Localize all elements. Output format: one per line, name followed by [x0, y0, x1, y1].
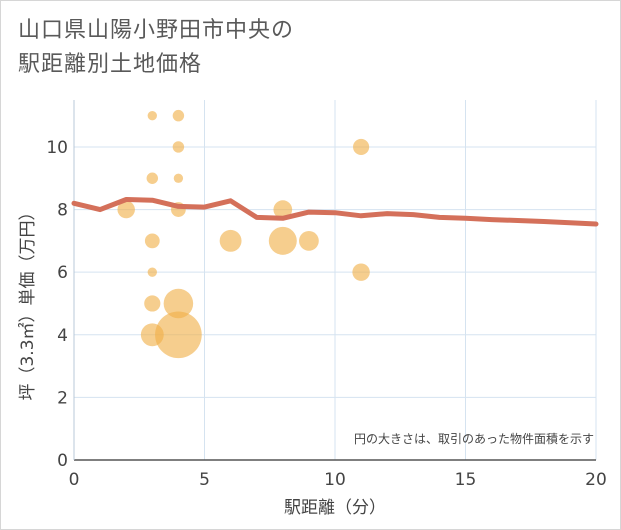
- x-tick-label-5: 5: [199, 470, 210, 490]
- grid: [74, 100, 597, 460]
- bubble-3-6: [147, 267, 157, 277]
- axes: [73, 100, 596, 461]
- x-tick-label-15: 15: [455, 470, 477, 490]
- bubble-4-11: [172, 109, 185, 122]
- bubble-11-10: [353, 138, 370, 156]
- bubble-8-8: [273, 200, 293, 219]
- y-tick-label-0: 0: [57, 451, 68, 471]
- bubble-size-note: 円の大きさは、取引のあった物件面積を示す: [354, 431, 594, 446]
- y-tick-label-8: 8: [57, 201, 68, 221]
- bubble-3-7: [144, 233, 160, 249]
- y-tick-label-2: 2: [57, 388, 68, 408]
- chart-title-line-1: 山口県山陽小野田市中央の: [18, 18, 295, 43]
- bubble-3-9: [146, 172, 159, 184]
- bubble-2-8: [117, 200, 135, 219]
- bubble-3-4: [140, 323, 164, 347]
- bubble-8-7: [268, 226, 297, 255]
- bubbles: [117, 109, 370, 359]
- series-line-0: [71, 197, 599, 227]
- y-tick-label-4: 4: [57, 326, 68, 346]
- y-tick-label-6: 6: [57, 263, 68, 283]
- bubble-3-11: [147, 110, 157, 121]
- trend-lines: [71, 197, 599, 227]
- bubble-6-7: [219, 229, 242, 252]
- x-tick-label-20: 20: [585, 470, 607, 490]
- bubble-3-5: [144, 295, 161, 312]
- bubble-4-4: [155, 311, 202, 359]
- bubble-9-7: [299, 230, 319, 251]
- bubble-4-9: [173, 173, 184, 183]
- bubble-11-6: [352, 263, 370, 281]
- x-axis-title: 駅距離（分）: [284, 498, 386, 518]
- chart-title: 山口県山陽小野田市中央の 駅距離別土地価格: [18, 14, 294, 82]
- chart-title-line-2: 駅距離別土地価格: [18, 52, 203, 77]
- bubble-4-5: [163, 288, 194, 319]
- y-axis-title: 坪（3.3㎡）単価（万円）: [18, 203, 38, 400]
- tick-labels: 0 5 10 15 20 0 2 4 6 8 10: [46, 138, 606, 490]
- x-tick-label-0: 0: [69, 470, 80, 490]
- bubble-4-10: [172, 141, 185, 153]
- x-tick-label-10: 10: [324, 470, 346, 490]
- y-tick-label-10: 10: [46, 138, 68, 158]
